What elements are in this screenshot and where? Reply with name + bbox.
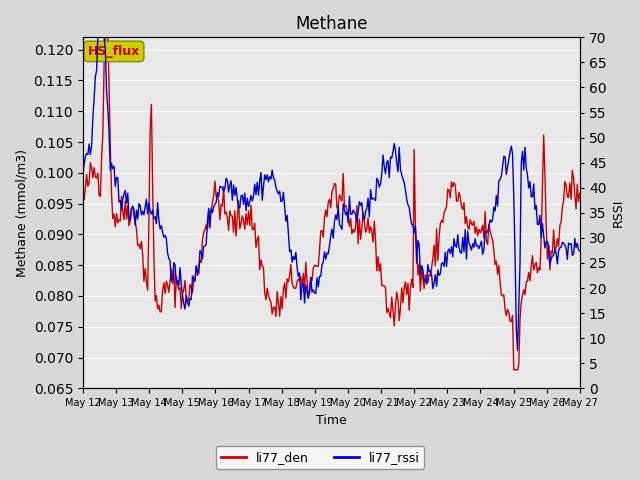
li77_rssi	[242, 208, 250, 214]
Title: Methane: Methane	[295, 15, 367, 33]
li77_den	[242, 211, 250, 216]
li77_den	[79, 196, 87, 202]
Legend: li77_den, li77_rssi: li77_den, li77_rssi	[216, 446, 424, 469]
Y-axis label: RSSI: RSSI	[612, 199, 625, 227]
li77_den	[393, 289, 401, 295]
li77_den	[140, 278, 148, 284]
Line: li77_rssi: li77_rssi	[83, 37, 580, 350]
X-axis label: Time: Time	[316, 414, 347, 427]
li77_rssi	[140, 212, 148, 218]
li77_den	[442, 207, 449, 213]
li77_rssi	[576, 248, 584, 254]
li77_den	[277, 294, 285, 300]
Line: li77_den: li77_den	[83, 37, 580, 370]
li77_rssi	[514, 348, 522, 353]
li77_den	[576, 191, 584, 196]
Text: HS_flux: HS_flux	[88, 45, 140, 58]
Y-axis label: Methane (mmol/m3): Methane (mmol/m3)	[15, 149, 28, 277]
li77_rssi	[79, 172, 87, 178]
li77_rssi	[442, 250, 449, 255]
li77_rssi	[94, 35, 102, 40]
li77_den	[510, 367, 518, 373]
li77_den	[439, 219, 447, 225]
li77_rssi	[277, 199, 285, 204]
li77_den	[102, 35, 109, 40]
li77_rssi	[393, 160, 401, 166]
li77_rssi	[439, 260, 447, 266]
